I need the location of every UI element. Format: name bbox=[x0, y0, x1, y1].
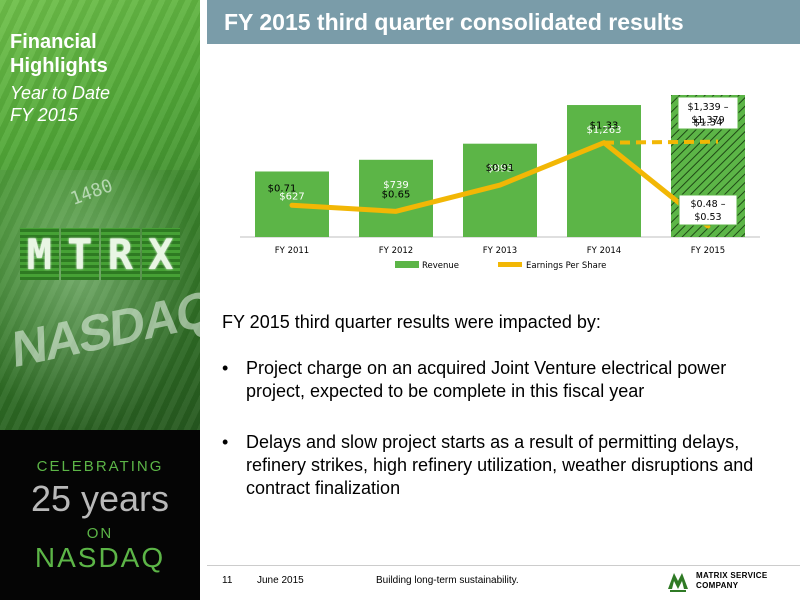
legend-swatch-eps bbox=[498, 262, 522, 267]
page-number: 11 bbox=[222, 575, 233, 586]
eps-series-line bbox=[289, 140, 711, 229]
badge-years: 25 years bbox=[30, 478, 170, 519]
x-tick-label: FY 2014 bbox=[587, 246, 621, 256]
x-tick-label: FY 2013 bbox=[483, 246, 517, 256]
logo-letter: R bbox=[101, 228, 140, 280]
revenue-range-box bbox=[677, 96, 739, 130]
revenue-data-label: $1,339 – bbox=[687, 102, 728, 113]
legend-swatch-revenue bbox=[395, 261, 419, 268]
eps-data-label: $0.91 bbox=[486, 163, 515, 174]
badge-on: ON bbox=[86, 525, 114, 542]
revenue-data-label: $1,263 bbox=[587, 125, 622, 136]
bullet-text: Project charge on an acquired Joint Vent… bbox=[246, 358, 727, 401]
header-bar bbox=[207, 0, 800, 44]
highlights-title-line2: Highlights bbox=[10, 55, 108, 77]
legend-label-revenue: Revenue bbox=[422, 261, 459, 271]
revenue-eps-chart: FY 2011 FY 2012 FY 2013 FY 2014 FY 2015$627$… bbox=[240, 95, 760, 271]
highlights-title-line1: Financial bbox=[10, 31, 97, 53]
company-name-line2: COMPANY bbox=[696, 581, 739, 590]
eps-data-label: $1.33 bbox=[590, 121, 619, 132]
footer-tagline: Building long-term sustainability. bbox=[376, 575, 519, 586]
badge-nasdaq: NASDAQ bbox=[34, 542, 166, 573]
x-tick-label: FY 2011 bbox=[275, 246, 309, 256]
company-logo: MATRIX SERVICE COMPANY bbox=[666, 566, 794, 596]
page-title: FY 2015 third quarter consolidated resul… bbox=[224, 9, 684, 35]
bullet-item: • Project charge on an acquired Joint Ve… bbox=[222, 357, 782, 403]
bullet-marker: • bbox=[222, 358, 229, 378]
footer-date: June 2015 bbox=[257, 575, 304, 586]
eps-projection-label: $1.34 bbox=[694, 118, 723, 129]
revenue-data-label: $627 bbox=[279, 191, 304, 202]
impact-intro: FY 2015 third quarter results were impac… bbox=[222, 312, 601, 332]
company-name: MATRIX SERVICE COMPANY bbox=[696, 571, 767, 591]
eps-data-label: $0.65 bbox=[382, 189, 411, 200]
eps-data-label: $0.48 – bbox=[691, 199, 726, 210]
revenue-bar bbox=[359, 159, 433, 237]
logo-letter: M bbox=[20, 228, 59, 280]
highlights-title: Financial Highlights bbox=[10, 30, 108, 78]
sidebar-image-panel: 1480 NASDAQ Financial Highlights Year to… bbox=[0, 0, 200, 430]
ticker-board-image bbox=[0, 170, 200, 430]
revenue-data-label: $739 bbox=[383, 180, 408, 191]
eps-data-label: $0.53 bbox=[694, 212, 721, 223]
x-tick-label: FY 2012 bbox=[379, 246, 413, 256]
anniversary-badge: CELEBRATING 25 years ON NASDAQ bbox=[0, 430, 200, 600]
eps-projection-line bbox=[603, 139, 719, 145]
legend-label-eps: Earnings Per Share bbox=[526, 261, 606, 271]
bullet-text: Delays and slow project starts as a resu… bbox=[246, 432, 754, 498]
company-name-line1: MATRIX SERVICE bbox=[696, 571, 768, 580]
highlights-subtitle-line2: FY 2015 bbox=[10, 105, 78, 125]
x-tick-label: FY 2015 bbox=[691, 246, 725, 256]
footer-divider bbox=[207, 565, 800, 566]
revenue-bar bbox=[567, 105, 641, 237]
logo-letter: X bbox=[141, 228, 180, 280]
background-stripes bbox=[0, 0, 200, 430]
highlights-subtitle: Year to Date FY 2015 bbox=[10, 82, 110, 126]
revenue-data-label: $893 bbox=[487, 164, 512, 175]
bullet-marker: • bbox=[222, 432, 229, 452]
logo-letter: T bbox=[60, 228, 99, 280]
matrix-logo-icon bbox=[668, 573, 688, 592]
highlights-subtitle-line1: Year to Date bbox=[10, 83, 111, 103]
eps-range-box bbox=[678, 194, 738, 226]
bullet-item: • Delays and slow project starts as a re… bbox=[222, 431, 782, 500]
revenue-data-label: $1,379 bbox=[691, 115, 724, 126]
badge-celebrating: CELEBRATING bbox=[36, 458, 164, 475]
eps-data-label: $0.71 bbox=[268, 183, 297, 194]
